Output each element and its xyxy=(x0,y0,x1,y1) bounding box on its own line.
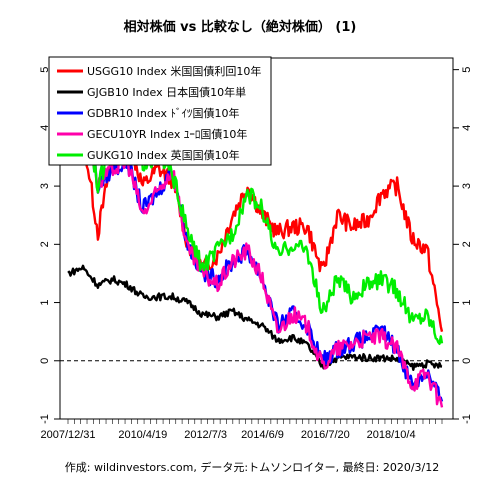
x-tick-label: 2016/7/20 xyxy=(301,429,350,441)
x-tick-label: 2014/6/9 xyxy=(241,429,284,441)
y-tick-label-left: 1 xyxy=(39,299,51,305)
x-tick-label: 2007/12/31 xyxy=(40,429,95,441)
y-tick-label-right: 5 xyxy=(461,67,473,73)
legend-box xyxy=(48,56,272,166)
y-tick-label-right: 1 xyxy=(461,299,473,305)
legend-label: GUKG10 Index 英国国債10年 xyxy=(87,148,240,162)
y-tick-label-right: -1 xyxy=(461,414,473,424)
y-tick-label-left: 3 xyxy=(39,183,51,189)
x-tick-label: 2010/4/19 xyxy=(118,429,167,441)
y-tick-label-right: 0 xyxy=(461,358,473,364)
x-tick-label: 2012/7/3 xyxy=(184,429,227,441)
series-line-3 xyxy=(66,98,444,408)
legend-label: USGG10 Index 米国国債利回10年 xyxy=(87,64,261,78)
legend-label: GECU10YR Index ﾕｰﾛ国債10年 xyxy=(87,127,247,141)
chart-title: 相対株価 vs 比較なし（絶対株価） (1) xyxy=(124,19,357,35)
y-tick-label-right: 4 xyxy=(461,125,473,131)
y-tick-label-left: 0 xyxy=(39,358,51,364)
legend: USGG10 Index 米国国債利回10年 GJGB10 Index 日本国債1… xyxy=(48,56,272,166)
y-tick-label-left: 2 xyxy=(39,241,51,247)
axes: -1 -1 0 0 1 1 2 2 3 3 4 4 5 5 2007/12/31 2010/4/19 2012/… xyxy=(39,57,473,441)
x-tick-label: 2018/10/4 xyxy=(367,429,416,441)
legend-label: GJGB10 Index 日本国債10年単 xyxy=(87,85,246,99)
chart-caption: 作成: wildinvestors.com, データ元:トムソンロイター, 最終… xyxy=(65,460,439,474)
legend-label: GDBR10 Index ﾄﾞｲﾂ国債10年 xyxy=(87,106,239,120)
y-tick-label-left: 5 xyxy=(39,67,51,73)
y-tick-label-left: -1 xyxy=(39,414,51,424)
y-tick-label-left: 4 xyxy=(39,125,51,131)
series-line-1 xyxy=(67,264,443,371)
y-tick-label-right: 2 xyxy=(461,241,473,247)
y-tick-label-right: 3 xyxy=(461,183,473,189)
